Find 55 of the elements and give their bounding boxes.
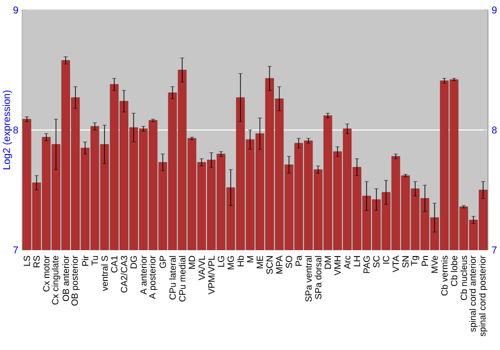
x-tick-label: PAG xyxy=(363,256,370,274)
x-tick-label: LH xyxy=(354,256,360,266)
y2-tick-label: 9 xyxy=(492,6,497,14)
x-tick-label: Pa xyxy=(296,255,302,266)
x-tick-label: RS xyxy=(33,256,40,268)
x-tick-label: VTA xyxy=(392,255,399,272)
x-tick-label: SC xyxy=(373,256,380,268)
x-tick-label: A anterior xyxy=(140,256,147,294)
x-tick-label: VA/VL xyxy=(198,256,205,280)
x-tick-label: VMH xyxy=(334,256,341,276)
x-tick-label: SPa ventral xyxy=(305,256,312,302)
x-tick-label: Pn xyxy=(422,256,428,266)
y-tick-label: 9 xyxy=(13,6,18,14)
x-tick-label: Cb lobe xyxy=(450,256,458,286)
x-tick-label: LG xyxy=(218,256,224,267)
x-tick-label: ventral S xyxy=(101,256,108,291)
x-tick-label: Tg xyxy=(411,256,420,266)
x-tick-label: CPu medial xyxy=(178,256,186,302)
x-tick-label: VPM/VPL xyxy=(208,256,215,294)
y2-tick-label: 8 xyxy=(492,126,497,134)
x-tick-label: MD xyxy=(188,256,195,269)
x-tick-label: SCN xyxy=(266,256,273,274)
x-tick-label: M xyxy=(247,256,254,262)
x-tick-label: Cb nucleus xyxy=(460,256,468,300)
x-tick-label: Cx motor xyxy=(43,256,50,292)
x-tick-label: Cx cingulate xyxy=(52,256,60,305)
x-tick-label: OB posterior xyxy=(71,256,80,306)
y-tick-label: 7 xyxy=(13,246,18,254)
y2-tick-label: 7 xyxy=(492,246,497,254)
x-tick-label: Hb xyxy=(237,256,244,266)
x-tick-label: MPA xyxy=(276,255,282,274)
x-tick-label: spinal cord anterior xyxy=(469,256,478,332)
x-tick-label: CA1 xyxy=(111,256,118,273)
x-tick-label: Tu xyxy=(92,256,98,266)
x-tick-label: DM xyxy=(324,256,331,269)
x-tick-label: Arc xyxy=(344,256,350,269)
x-tick-label: OB anterior xyxy=(62,256,70,302)
x-tick-label: SPa dorsal xyxy=(314,256,322,300)
x-tick-label: SN xyxy=(402,256,409,268)
x-tick-label: LS xyxy=(24,256,30,266)
y-tick-label: 8 xyxy=(13,126,18,134)
x-tick-label: CA2/CA3 xyxy=(120,256,128,293)
x-tick-label: SO xyxy=(286,256,292,268)
x-tick-label: MG xyxy=(228,256,234,270)
x-tick-label: GP xyxy=(160,256,166,268)
x-tick-label: spinal cord posterior xyxy=(478,256,488,336)
x-tick-label: ME xyxy=(256,256,263,268)
x-tick-label: A posterior xyxy=(148,256,158,299)
x-tick-label: Cb vermis xyxy=(441,256,448,296)
x-tick-label: IC xyxy=(382,256,390,264)
x-tick-label: CPu lateral xyxy=(169,256,176,300)
x-tick-label: MVe xyxy=(431,256,438,273)
x-tick-label: Pir xyxy=(82,256,88,266)
x-tick-label: DG xyxy=(130,256,137,268)
y-axis-title: Log2 (expression) xyxy=(2,90,12,170)
